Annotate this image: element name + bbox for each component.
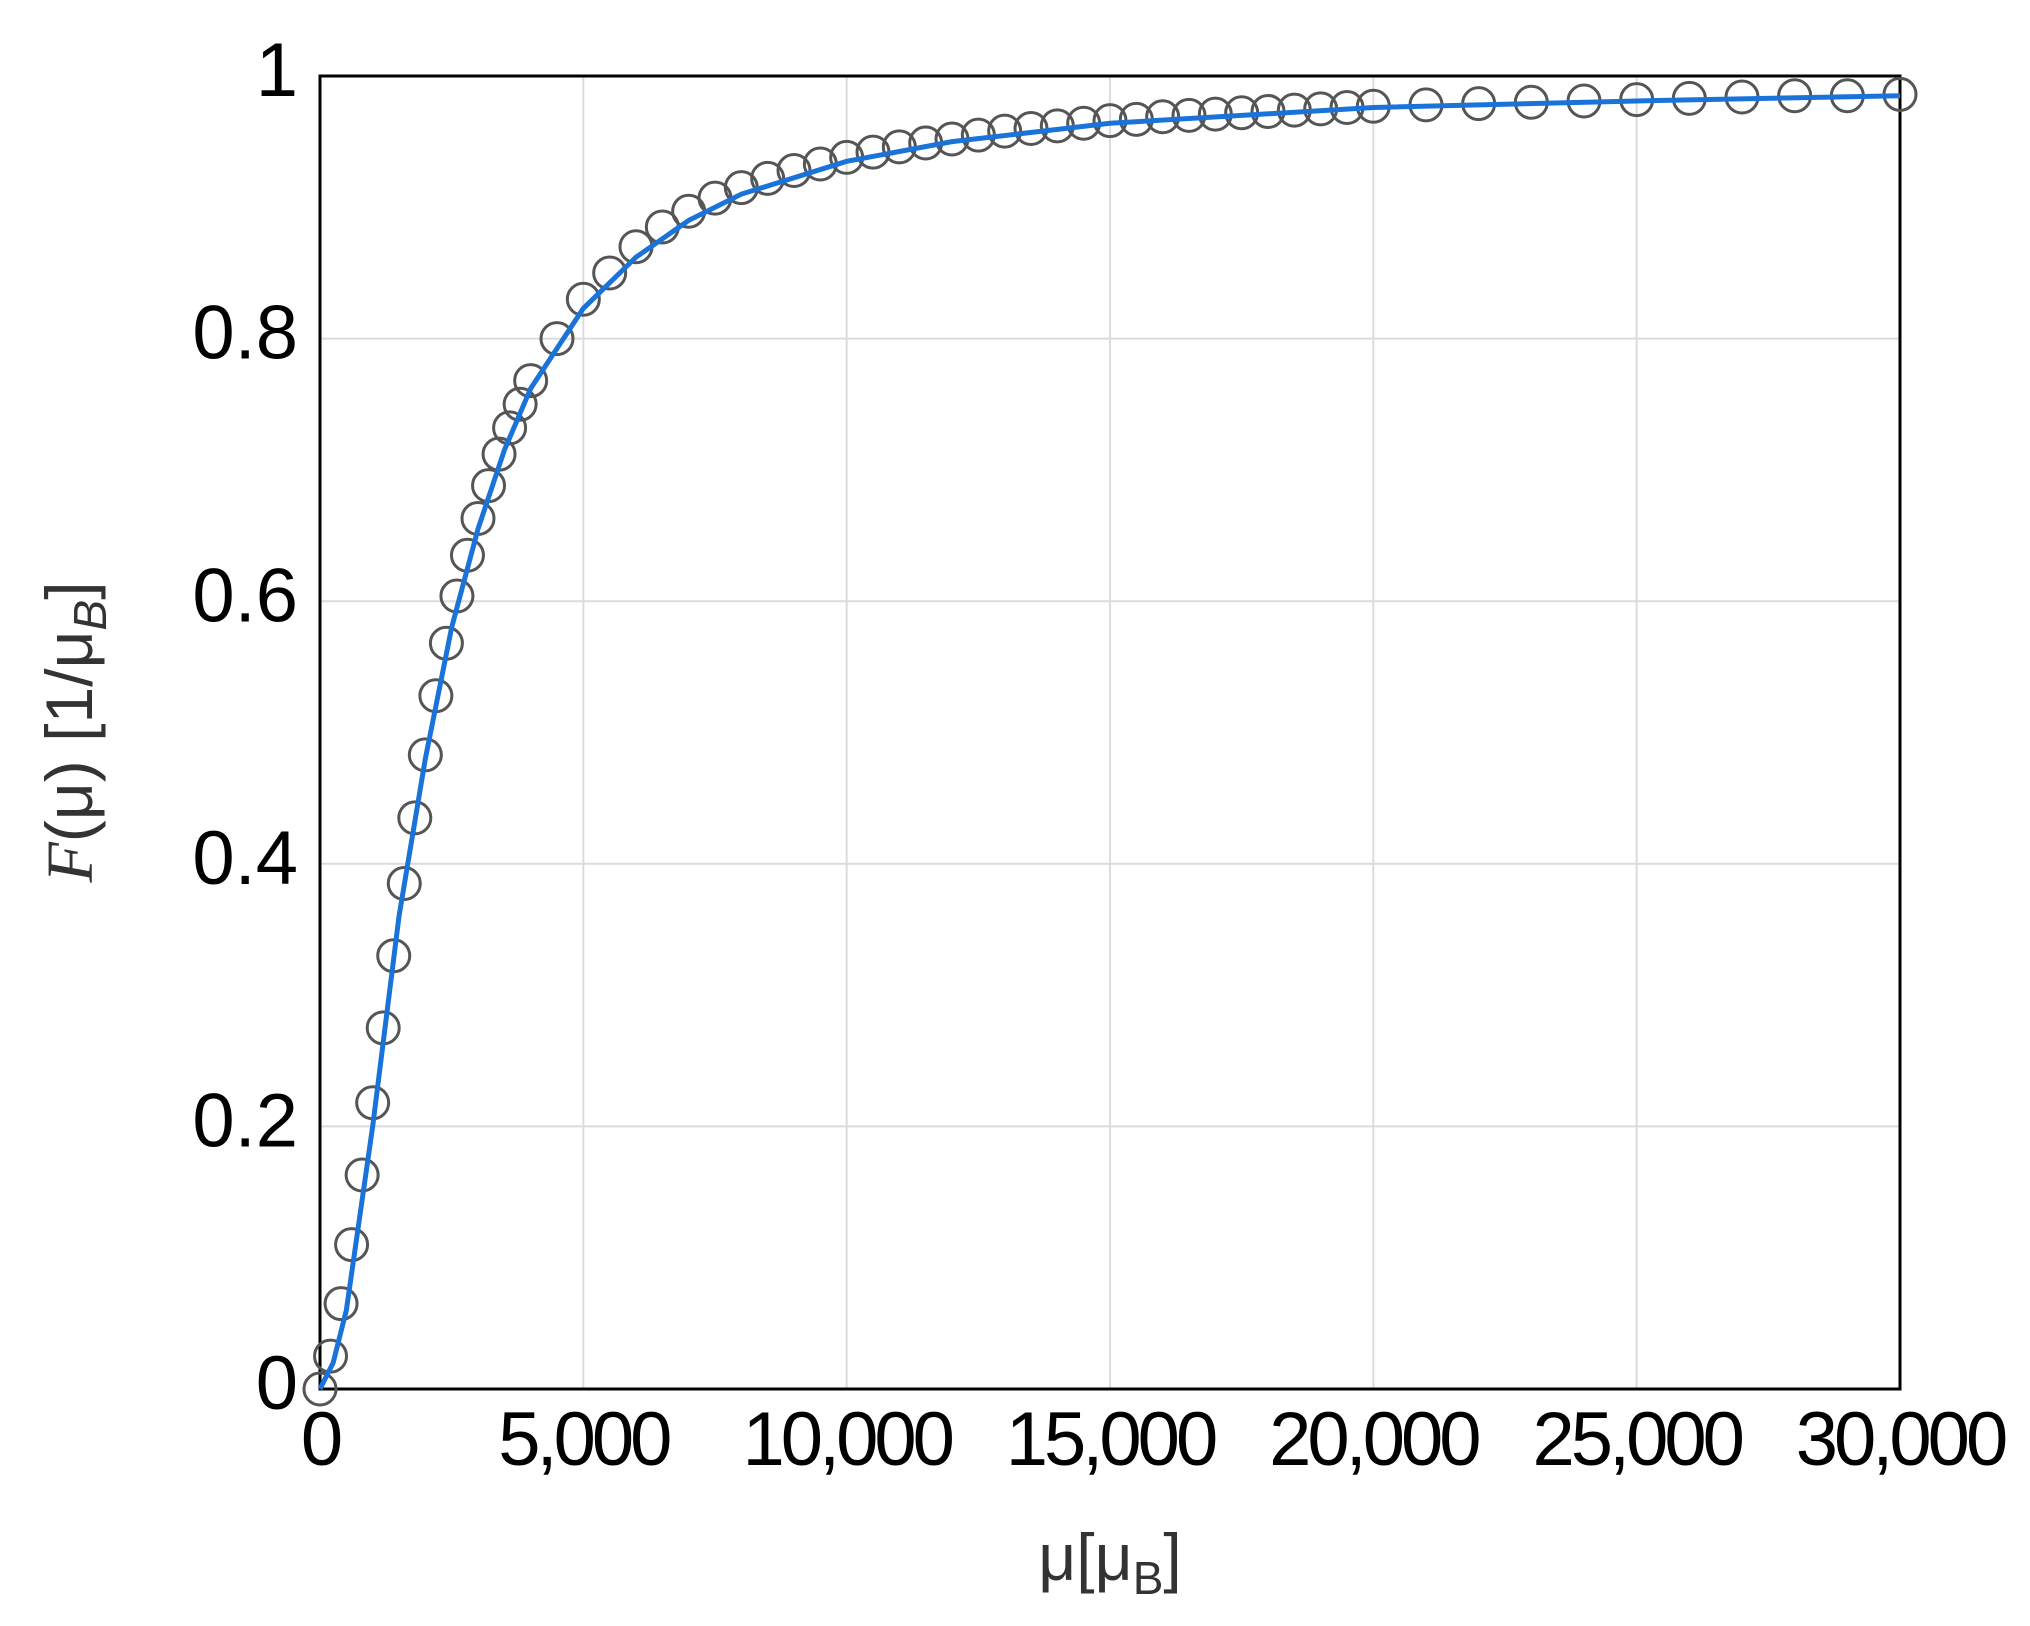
plot-frame	[318, 74, 1902, 1391]
data-point	[502, 386, 538, 422]
x-tick-label: 30,000	[1796, 1397, 2006, 1482]
x-label-part: ]	[1163, 1520, 1181, 1594]
y-axis-label: F(μ) [1/μB]	[32, 581, 116, 883]
x-tick-label: 5,000	[498, 1397, 670, 1482]
x-label-part: μ[μ	[1038, 1520, 1132, 1594]
x-tick-label: 10,000	[742, 1397, 952, 1482]
y-label-part: (μ) [1/μ	[32, 630, 106, 842]
y-tick-label: 0	[256, 1341, 298, 1426]
y-label-part: B	[64, 600, 116, 631]
data-point	[539, 321, 575, 357]
y-tick-label: 0.2	[192, 1078, 298, 1163]
data-point	[302, 1371, 338, 1407]
y-tick-label: 0.6	[192, 553, 298, 638]
fit-line	[317, 93, 1901, 1391]
y-tick-label: 0.4	[192, 816, 298, 901]
x-tick-label: 25,000	[1532, 1397, 1742, 1482]
x-label-part: B	[1133, 1552, 1164, 1604]
data-point	[592, 255, 628, 291]
y-tick-label: 1	[256, 28, 298, 113]
y-tick-label: 0.8	[192, 291, 298, 376]
x-tick-label: 0	[301, 1397, 341, 1482]
data-point	[334, 1227, 370, 1263]
x-axis-label: μ[μB]	[1038, 1520, 1181, 1604]
y-label-part: F	[34, 842, 107, 884]
data-point	[323, 1286, 359, 1322]
data-point	[565, 281, 601, 317]
x-tick-label: 15,000	[1006, 1397, 1216, 1482]
y-label-part: ]	[32, 581, 106, 599]
data-point	[513, 363, 549, 399]
x-tick-label: 20,000	[1269, 1397, 1479, 1482]
